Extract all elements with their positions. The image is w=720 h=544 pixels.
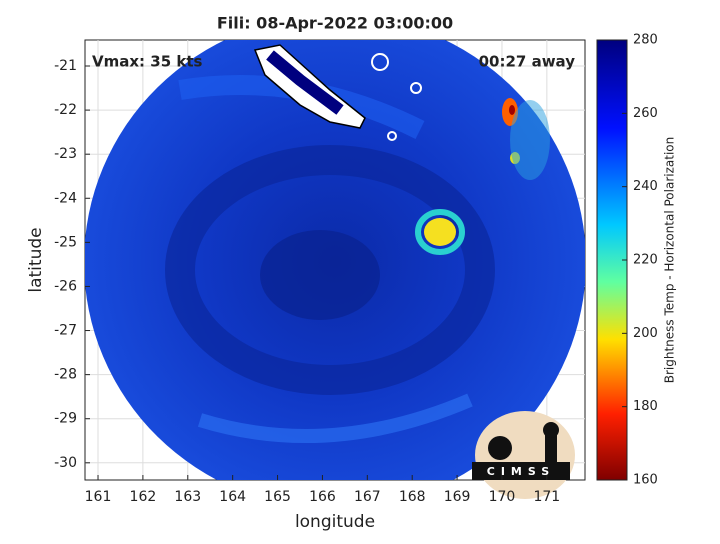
x-axis-label: longitude [295,512,375,532]
time-away-label: 00:27 away [479,53,576,71]
imagery [85,40,585,480]
x-tick-label: 169 [444,489,471,505]
x-tick-label: 164 [219,489,246,505]
y-tick-label: -22 [54,102,77,118]
x-tick-label: 161 [85,489,112,505]
logo: CIMSS [472,411,575,499]
colorbar-label: Brightness Temp - Horizontal Polarizatio… [663,137,677,384]
colorbar-tick-label: 180 [633,399,658,414]
colorbar-tick-label: 220 [633,253,658,268]
colorbar-tick-label: 280 [633,33,658,48]
y-tick-label: -26 [54,278,77,294]
y-tick-label: -24 [54,190,77,206]
colorbar-tick-label: 160 [633,473,658,488]
x-tick-label: 168 [399,489,426,505]
y-tick-label: -28 [54,367,77,383]
x-tick-label: 167 [354,489,381,505]
x-tick-label: 162 [130,489,157,505]
colorbar-tick-label: 240 [633,179,658,194]
x-tick-label: 166 [309,489,336,505]
logo-text: CIMSS [487,465,555,478]
x-tick-label: 165 [264,489,291,505]
x-tick-label: 163 [174,489,201,505]
y-tick-label: -25 [54,234,77,250]
x-tick-label: 171 [533,489,560,505]
y-tick-label: -30 [54,455,77,471]
colorbar-tick-label: 260 [633,106,658,121]
y-tick-label: -29 [54,411,77,427]
x-tick-label: 170 [489,489,516,505]
y-tick-label: -27 [54,323,77,339]
vmax-label: Vmax: 35 kts [92,53,202,71]
y-tick-label: -21 [54,58,77,74]
y-tick-label: -23 [54,146,77,162]
title: Fili: 08-Apr-2022 03:00:00 [217,14,453,33]
colorbar-tick-label: 200 [633,326,658,341]
y-axis-label: latitude [26,227,46,292]
